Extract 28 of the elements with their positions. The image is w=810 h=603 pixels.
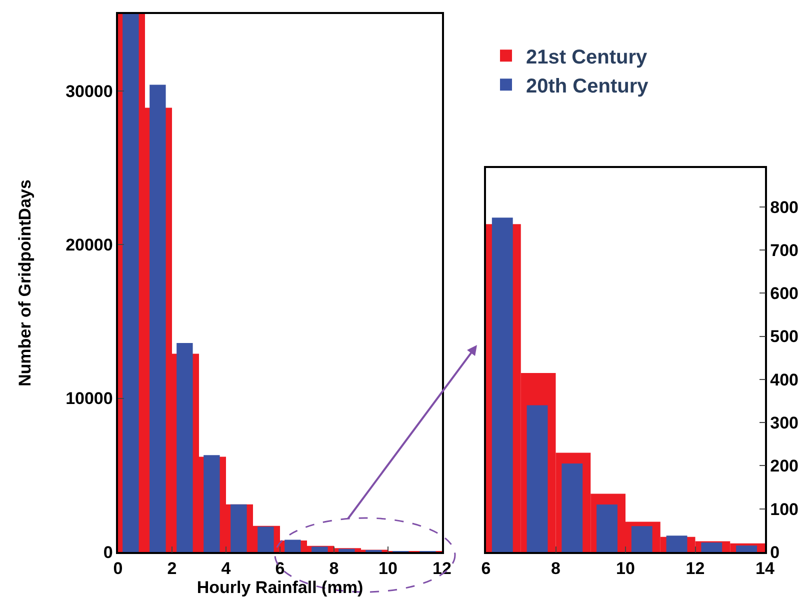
y-tick-label: 20000 [66,236,113,255]
y-tick-label: 30000 [66,82,113,101]
x-tick-label: 10 [378,559,398,578]
x-tick-label: 8 [551,559,560,578]
x-tick-label: 6 [275,559,285,578]
x-axis-title: Hourly Rainfall (mm) [196,578,364,598]
x-tick-label: 2 [167,559,177,578]
x-tick-label: 10 [616,559,635,578]
x-tick-label: 12 [432,559,452,578]
x-tick-label: 14 [756,559,775,578]
y-tick-label: 200 [770,456,799,476]
x-tick-label: 12 [686,559,705,578]
y-tick-label: 400 [770,370,799,390]
y-tick-label: 300 [770,414,799,433]
y-tick-label: 0 [103,542,113,562]
y-tick-label: 800 [770,198,799,217]
legend-label: 20th Century [526,75,650,98]
y-tick-label: 100 [770,500,799,519]
y-tick-label: 600 [770,284,799,304]
y-tick-label: 0 [770,542,780,562]
x-tick-label: 6 [481,559,491,578]
y-axis-title: Number of GridpointDays [16,180,35,386]
legend-label: 21st Century [526,46,648,68]
x-tick-label: 8 [329,559,339,578]
y-tick-label: 10000 [66,389,113,408]
y-tick-label: 500 [770,327,799,346]
y-tick-label: 700 [770,240,799,260]
x-tick-label: 4 [221,559,232,578]
